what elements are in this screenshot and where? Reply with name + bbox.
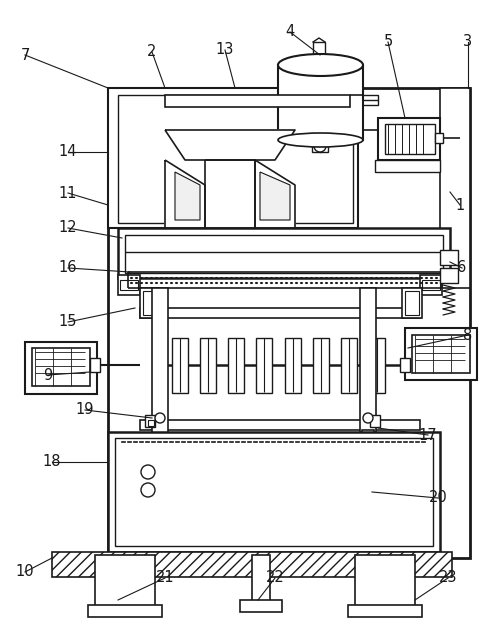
Bar bbox=[385, 124, 435, 154]
Bar bbox=[229, 338, 245, 393]
Bar bbox=[88, 605, 162, 617]
Bar bbox=[143, 291, 157, 315]
Bar bbox=[140, 308, 420, 318]
Bar bbox=[200, 338, 216, 393]
Bar bbox=[369, 338, 385, 393]
Bar bbox=[52, 552, 452, 577]
Bar bbox=[312, 140, 328, 152]
Bar bbox=[120, 280, 138, 290]
Bar bbox=[240, 600, 282, 612]
Text: 19: 19 bbox=[76, 403, 94, 417]
Bar bbox=[360, 288, 376, 513]
Bar bbox=[148, 420, 154, 426]
Circle shape bbox=[141, 483, 155, 497]
Text: 3: 3 bbox=[464, 35, 473, 50]
Bar bbox=[350, 95, 378, 105]
Text: 20: 20 bbox=[429, 491, 447, 505]
Circle shape bbox=[141, 465, 155, 479]
Text: 11: 11 bbox=[59, 185, 77, 201]
Bar bbox=[355, 555, 415, 615]
Polygon shape bbox=[175, 172, 200, 220]
Bar bbox=[341, 338, 357, 393]
Text: 23: 23 bbox=[439, 570, 457, 586]
Bar bbox=[440, 250, 458, 265]
Bar bbox=[90, 358, 100, 372]
Circle shape bbox=[155, 413, 165, 423]
Bar bbox=[400, 358, 410, 372]
Bar bbox=[32, 348, 90, 386]
Text: 9: 9 bbox=[43, 368, 53, 383]
Text: 17: 17 bbox=[419, 428, 437, 442]
Text: 2: 2 bbox=[147, 44, 157, 60]
Bar bbox=[313, 338, 329, 393]
Bar bbox=[405, 328, 477, 380]
Bar bbox=[118, 275, 140, 295]
Bar bbox=[412, 335, 470, 373]
Text: 18: 18 bbox=[43, 455, 61, 469]
Bar bbox=[152, 288, 168, 513]
Bar bbox=[440, 88, 470, 288]
Bar bbox=[355, 548, 381, 558]
Bar bbox=[370, 415, 380, 427]
Text: 1: 1 bbox=[455, 197, 465, 212]
Text: 5: 5 bbox=[383, 35, 392, 50]
Bar bbox=[358, 495, 368, 511]
Bar bbox=[115, 438, 433, 546]
Bar bbox=[440, 268, 458, 283]
Polygon shape bbox=[165, 160, 205, 228]
Bar bbox=[172, 338, 188, 393]
Text: 13: 13 bbox=[216, 42, 234, 57]
Bar bbox=[420, 275, 442, 295]
Bar bbox=[140, 420, 420, 430]
Ellipse shape bbox=[278, 133, 363, 147]
Bar bbox=[118, 95, 353, 223]
Bar bbox=[313, 42, 325, 57]
Bar bbox=[348, 605, 422, 617]
Bar bbox=[140, 288, 160, 318]
Bar bbox=[25, 342, 97, 394]
Polygon shape bbox=[260, 172, 290, 220]
Bar bbox=[95, 555, 155, 615]
Text: 7: 7 bbox=[20, 48, 30, 62]
Bar bbox=[108, 88, 358, 228]
Bar bbox=[362, 430, 374, 555]
Bar bbox=[145, 415, 155, 427]
Text: 16: 16 bbox=[59, 260, 77, 275]
Bar bbox=[422, 280, 440, 290]
Bar bbox=[256, 338, 272, 393]
Text: 22: 22 bbox=[265, 570, 284, 586]
Bar bbox=[405, 291, 419, 315]
Bar bbox=[378, 118, 440, 160]
Text: 12: 12 bbox=[59, 221, 77, 235]
Bar bbox=[284, 338, 301, 393]
Bar bbox=[125, 235, 443, 273]
Text: 10: 10 bbox=[16, 565, 34, 579]
Text: 6: 6 bbox=[457, 260, 467, 275]
Bar bbox=[375, 160, 440, 172]
Bar bbox=[435, 133, 443, 143]
Bar bbox=[278, 65, 363, 140]
Polygon shape bbox=[205, 160, 255, 228]
Bar bbox=[108, 432, 440, 552]
Text: 15: 15 bbox=[59, 314, 77, 329]
Bar bbox=[165, 95, 350, 107]
Circle shape bbox=[314, 140, 326, 152]
Bar bbox=[252, 555, 270, 607]
Bar bbox=[108, 88, 470, 558]
Polygon shape bbox=[165, 130, 295, 160]
Circle shape bbox=[363, 413, 373, 423]
Text: 14: 14 bbox=[59, 145, 77, 159]
Polygon shape bbox=[255, 160, 295, 228]
Ellipse shape bbox=[278, 54, 363, 76]
Text: 8: 8 bbox=[463, 327, 473, 343]
Text: 21: 21 bbox=[156, 570, 174, 586]
Text: 4: 4 bbox=[285, 24, 295, 39]
Bar bbox=[118, 228, 450, 278]
Bar bbox=[402, 288, 422, 318]
